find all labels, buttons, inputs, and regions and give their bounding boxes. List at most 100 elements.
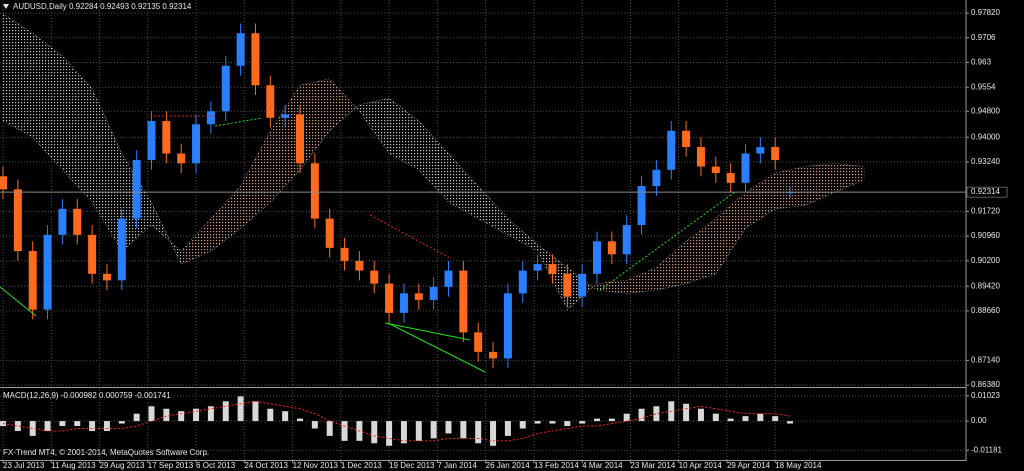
candle-body [73, 208, 82, 235]
macd-bar [594, 418, 600, 422]
cloud-segment [686, 218, 716, 284]
trend-line [369, 214, 451, 259]
candle-body [58, 208, 67, 235]
macd-bar [59, 421, 66, 427]
x-tick-label: 23 Mar 2014 [630, 461, 675, 470]
last-price-label: 0.92314 [971, 187, 1000, 196]
menu-arrow[interactable] [3, 4, 9, 9]
candle-body [563, 273, 572, 297]
candle-body [429, 286, 438, 300]
macd-bar [44, 421, 51, 431]
candle-body [132, 160, 141, 219]
candle-body [28, 251, 37, 310]
cloud-segment [300, 78, 330, 170]
macd-bar [579, 421, 586, 424]
macd-bar [475, 421, 482, 444]
copyright: FX-Trend MT4, © 2001-2014, MetaQuotes So… [3, 448, 209, 457]
y-tick-label: 0.00 [971, 416, 987, 425]
candle-body [593, 241, 601, 274]
candle-body [474, 332, 483, 352]
y-tick-label: 0.94800 [971, 106, 1000, 115]
x-tick-label: 17 Sep 2013 [148, 461, 194, 470]
x-tick-label: 11 Aug 2013 [51, 461, 96, 470]
candle-body [637, 186, 646, 226]
candle-body [548, 264, 557, 274]
cloud-segment [92, 88, 122, 252]
macd-bar [282, 411, 289, 422]
candle-body [622, 225, 631, 255]
macd-bar [29, 421, 36, 436]
macd-bar [74, 421, 81, 427]
candle-body [221, 65, 230, 112]
y-tick-label: -0.01181 [971, 445, 1003, 454]
candle-body [281, 114, 290, 118]
cloud-segment [359, 98, 390, 154]
cloud-segment [656, 241, 687, 291]
macd-bar [163, 408, 170, 422]
cloud-segment [210, 186, 241, 252]
x-tick-label: 7 Jan 2014 [437, 461, 477, 470]
candle-body [444, 270, 453, 287]
candle-body [385, 283, 394, 313]
macd-bar [504, 421, 511, 436]
macd-bar [430, 421, 437, 439]
x-tick-label: 19 Dec 2013 [389, 461, 435, 470]
cloud-segment [507, 218, 538, 252]
y-tick-label: 0.87140 [971, 355, 1000, 364]
macd-bar [445, 421, 452, 434]
macd-bar [267, 408, 274, 422]
cloud-segment [151, 202, 182, 265]
cloud-segment [418, 121, 449, 203]
candle-body [489, 351, 498, 359]
macd-bar [326, 421, 333, 436]
signal-line [2, 400, 791, 442]
macd-bar [415, 421, 422, 441]
macd-bar [193, 408, 200, 422]
x-tick-label: 24 Oct 2013 [244, 461, 288, 470]
candle-body [0, 176, 7, 190]
candle-body [117, 218, 126, 281]
macd-bar [386, 421, 393, 446]
cloud-segment [181, 218, 211, 265]
trend-line [0, 286, 37, 317]
x-tick-label: 6 Oct 2013 [196, 461, 236, 470]
macd-bar [742, 416, 749, 422]
y-tick-label: 0.01023 [971, 391, 1000, 400]
candle-body [177, 153, 186, 164]
macd-bar [549, 421, 556, 424]
macd-bar [490, 421, 497, 446]
cloud-segment [62, 55, 93, 203]
macd-bar [252, 401, 259, 422]
candle-body [13, 189, 22, 252]
macd-bar [519, 421, 526, 429]
candle-body [726, 173, 735, 183]
x-tick-label: 26 Jan 2014 [486, 461, 531, 470]
y-tick-label: 0.88660 [971, 306, 1000, 315]
indicator-title: MACD(12,26,9) -0.000982 0.000759 -0.0017… [3, 391, 171, 400]
x-tick-label: 18 May 2014 [775, 461, 822, 470]
cloud-segment [804, 163, 835, 206]
candle-body [192, 124, 201, 164]
cloud-segment [32, 33, 63, 170]
x-tick-label: 29 Apr 2014 [727, 461, 771, 470]
y-tick-label: 0.93240 [971, 157, 1000, 166]
y-tick-label: 0.89420 [971, 281, 1000, 290]
chart-title: AUDUSD,Daily 0.92284 0.92493 0.92135 0.9… [13, 2, 192, 11]
candle-body [325, 218, 334, 248]
cloud-segment [478, 186, 508, 235]
candle-body [43, 234, 52, 310]
y-tick-label: 0.91720 [971, 207, 1000, 216]
x-tick-label: 13 Feb 2014 [534, 461, 579, 470]
macd-bar [772, 416, 779, 422]
candle-body [696, 147, 705, 167]
cloud-edge [2, 78, 865, 311]
x-tick-label: 10 Apr 2014 [679, 461, 723, 470]
candle-body [370, 270, 379, 284]
macd-bar [653, 406, 660, 422]
candle-body [459, 270, 468, 333]
macd-bar [608, 418, 615, 422]
cloud-segment [389, 98, 419, 170]
candle-body [310, 163, 319, 219]
macd-bar [237, 396, 244, 422]
